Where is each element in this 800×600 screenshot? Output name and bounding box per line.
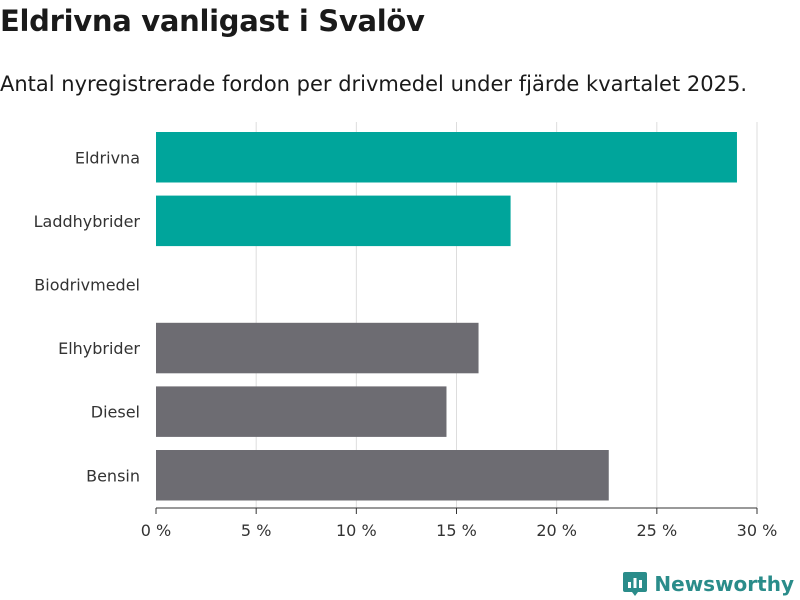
x-tick-label: 5 %: [241, 521, 271, 540]
bars: [156, 132, 737, 501]
x-tick-label: 0 %: [141, 521, 171, 540]
chart-subtitle: Antal nyregistrerade fordon per drivmede…: [0, 72, 748, 96]
gridlines: [255, 122, 758, 508]
category-label-laddhybrider: Laddhybrider: [34, 212, 141, 231]
brand-name: Newsworthy: [654, 572, 794, 596]
chart-title: Eldrivna vanligast i Svalöv: [0, 4, 425, 38]
category-label-eldrivna: Eldrivna: [75, 148, 140, 167]
x-axis: 0 % 5 % 10 % 15 % 20 % 25 % 30 %: [141, 507, 778, 540]
brand-logo: Newsworthy: [622, 570, 794, 598]
x-tick-label: 30 %: [737, 521, 778, 540]
bar-eldrivna: [156, 132, 737, 183]
bar-laddhybrider: [156, 195, 511, 247]
bar-bensin: [156, 450, 609, 501]
category-labels: Eldrivna Laddhybrider Biodrivmedel Elhybrid…: [34, 148, 141, 485]
category-label-elhybrider: Elhybrider: [58, 339, 140, 358]
x-tick-label: 20 %: [536, 521, 577, 540]
bar-elhybrider: [156, 322, 479, 374]
newsworthy-logo-icon: [623, 572, 648, 596]
category-label-biodrivmedel: Biodrivmedel: [34, 275, 140, 294]
bar-diesel: [156, 386, 447, 437]
x-tick-label: 25 %: [637, 521, 678, 540]
x-tick-label: 10 %: [336, 521, 377, 540]
category-label-diesel: Diesel: [91, 403, 140, 422]
category-label-bensin: Bensin: [86, 466, 140, 485]
x-tick-label: 15 %: [436, 521, 477, 540]
